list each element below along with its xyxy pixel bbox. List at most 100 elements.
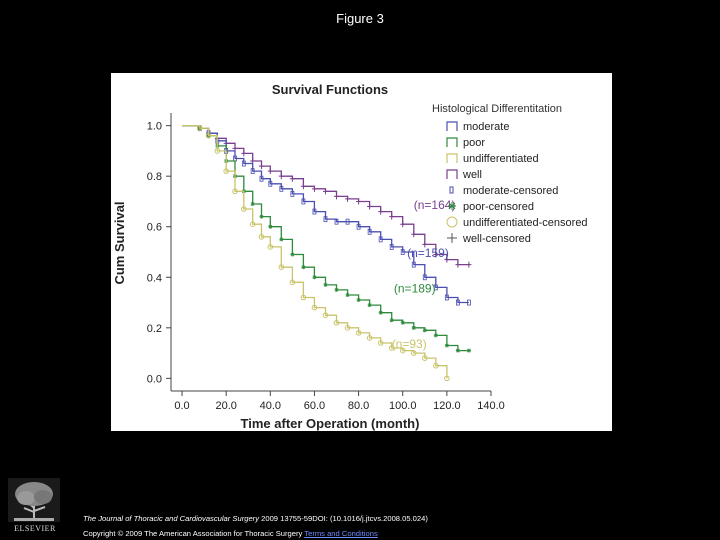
censor-mark-poor [356, 298, 361, 303]
censor-mark-undifferentiated [377, 340, 384, 346]
censor-mark-undifferentiated [410, 350, 417, 356]
legend-label: poor-censored [463, 201, 534, 213]
censor-mark-moderate [356, 223, 361, 230]
censor-mark-undifferentiated [333, 319, 340, 326]
series-layer [182, 124, 472, 382]
censor-mark-well [367, 203, 373, 210]
figure-panel: Survival Functions Cum Survival Time aft… [111, 73, 612, 431]
censor-mark-moderate [367, 228, 372, 235]
elsevier-logo-text: ELSEVIER [14, 524, 56, 533]
censor-mark-undifferentiated [444, 375, 450, 382]
survival-line-moderate [182, 124, 469, 304]
censor-mark-well [334, 193, 340, 200]
censor-mark-undifferentiated [322, 312, 329, 318]
legend-item-well: well [446, 169, 482, 181]
censor-mark-well [455, 261, 461, 268]
copyright-text: Copyright © 2009 The American Associatio… [83, 529, 305, 538]
censor-mark-poor [268, 224, 273, 229]
censor-mark-well [311, 185, 317, 192]
censor-mark-moderate [400, 249, 405, 255]
censor-mark-poor [250, 201, 255, 206]
censor-mark-poor [301, 265, 306, 270]
censor-mark-well [422, 241, 428, 248]
legend-label: moderate [463, 121, 509, 133]
series-undifferentiated [182, 124, 450, 382]
legend-item-moderate-censored: moderate-censored [449, 185, 558, 197]
censor-mark-moderate [259, 175, 264, 182]
censor-mark-well [300, 183, 306, 190]
censor-mark-undifferentiated [388, 345, 395, 351]
censor-mark-moderate [433, 284, 438, 291]
legend-label: moderate-censored [463, 185, 558, 197]
slide-title: Figure 3 [336, 11, 384, 26]
censor-mark-undifferentiated [300, 294, 307, 301]
censor-mark-well [378, 208, 384, 215]
survival-chart: Survival Functions Cum Survival Time aft… [112, 82, 588, 431]
censor-mark-poor [466, 348, 471, 353]
censor-mark-moderate [389, 244, 394, 250]
citation-details: 2009 13755-59DOI: (10.1016/j.jtcvs.2008.… [259, 514, 428, 523]
censor-mark-well [466, 261, 472, 268]
censor-mark-moderate [312, 208, 317, 215]
journal-name: The Journal of Thoracic and Cardiovascul… [83, 514, 260, 523]
censor-mark-poor [290, 252, 295, 257]
censor-mark-poor [400, 320, 405, 325]
censor-mark-poor [455, 348, 460, 353]
legend-label: poor [463, 137, 485, 149]
censor-mark-poor [389, 318, 394, 323]
censor-mark-poor [345, 292, 350, 297]
x-tick-label: 80.0 [348, 400, 369, 412]
censor-mark-undifferentiated [399, 347, 406, 354]
censor-mark-undifferentiated [241, 206, 247, 212]
annotation-well: (n=164) [414, 198, 456, 212]
legend-label: undifferentiated-censored [463, 217, 588, 229]
annotation-layer: (n=164) (n=159) (n=189) (n=93) [392, 198, 456, 351]
legend-swatch [449, 186, 454, 194]
censor-mark-moderate [279, 185, 284, 192]
censor-mark-moderate [241, 160, 246, 167]
censor-mark-undifferentiated [433, 362, 439, 369]
censor-mark-well [258, 163, 264, 170]
censor-mark-poor [378, 310, 383, 315]
censor-mark-moderate [250, 168, 255, 175]
y-tick-label: 0.2 [147, 323, 162, 335]
censor-mark-moderate [378, 236, 383, 243]
censor-mark-undifferentiated [214, 148, 221, 154]
y-tick-label: 0.6 [147, 222, 162, 234]
censor-mark-undifferentiated [258, 234, 265, 240]
x-axis-label: Time after Operation (month) [241, 416, 420, 431]
censor-mark-well [345, 195, 351, 202]
censor-mark-undifferentiated [366, 335, 373, 341]
terms-and-conditions-link[interactable]: Terms and Conditions [304, 529, 378, 538]
censor-mark-well [433, 251, 439, 258]
y-tick-label: 0.4 [147, 272, 162, 284]
censor-mark-moderate [301, 198, 306, 205]
censor-mark-poor [411, 325, 416, 330]
legend-item-poor-censored: poor-censored [448, 201, 534, 213]
x-tick-label: 40.0 [260, 400, 281, 412]
censor-mark-poor [367, 303, 372, 308]
censor-mark-undifferentiated [267, 244, 274, 250]
annotation-undifferentiated: (n=93) [392, 337, 427, 351]
legend-item-undifferentiated: undifferentiated [446, 153, 539, 165]
legend: Histological Differentitation moderate po… [432, 103, 588, 245]
censor-mark-well [444, 256, 450, 263]
censor-mark-undifferentiated [289, 279, 296, 286]
censor-mark-undifferentiated [355, 330, 362, 336]
censor-mark-undifferentiated [311, 304, 318, 311]
censor-mark-well [400, 221, 406, 228]
legend-swatch [446, 137, 458, 147]
legend-swatch [447, 233, 457, 243]
legend-swatch [446, 153, 458, 163]
legend-label: well [462, 169, 482, 181]
censor-mark-poor [334, 287, 339, 292]
censor-mark-moderate [455, 299, 460, 306]
censor-mark-moderate [444, 294, 449, 301]
censor-mark-poor [422, 328, 427, 333]
chart-title: Survival Functions [272, 82, 388, 97]
legend-label: undifferentiated [463, 153, 539, 165]
censor-mark-well [356, 198, 362, 205]
x-tick-label: 0.0 [174, 400, 189, 412]
legend-item-well-censored: well-censored [447, 233, 531, 245]
annotation-poor: (n=189) [394, 281, 436, 295]
